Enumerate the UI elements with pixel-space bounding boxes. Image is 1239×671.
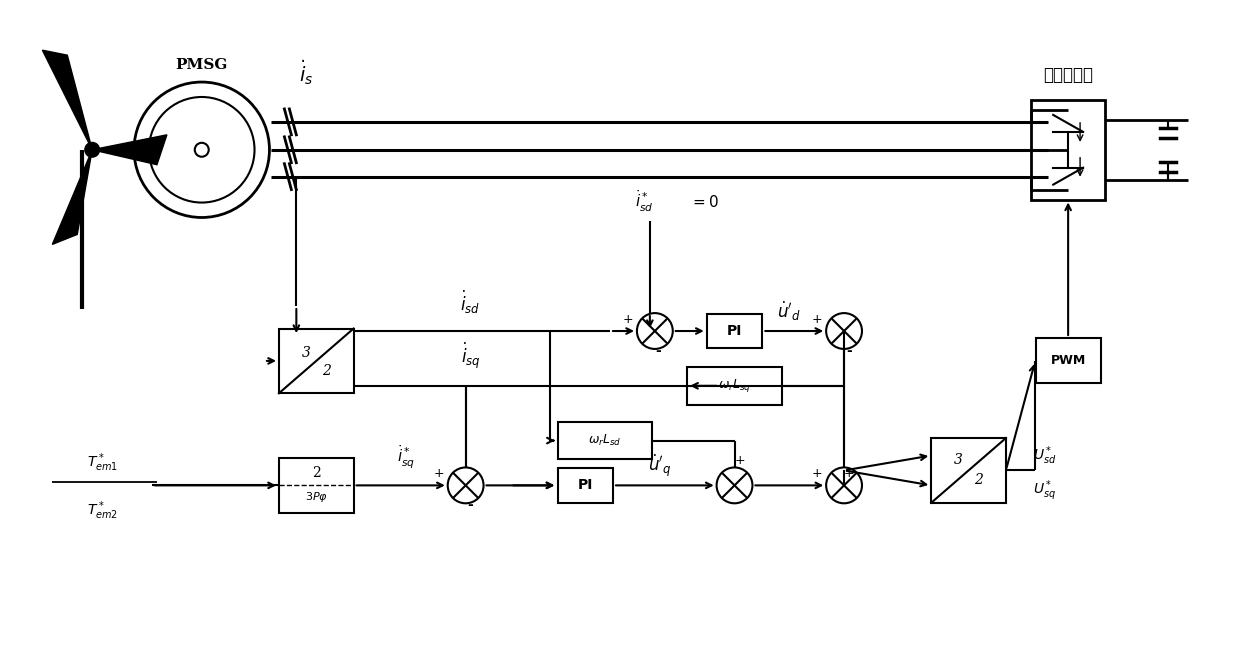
Text: $T^*_{em2}$: $T^*_{em2}$ [87,499,118,521]
Text: $T^*_{em1}$: $T^*_{em1}$ [87,451,118,474]
Text: +: + [735,454,745,467]
Text: $3P\varphi$: $3P\varphi$ [305,491,328,505]
Text: 2: 2 [322,364,331,378]
Text: +: + [434,467,444,480]
Text: $\dot{i}^*_{sd}$: $\dot{i}^*_{sd}$ [634,189,654,214]
Text: 3: 3 [954,454,963,468]
Bar [558,468,612,503]
Text: $\dot{u}'_d$: $\dot{u}'_d$ [777,299,802,323]
Text: PMSG: PMSG [176,58,228,72]
Text: $\omega_r L_{sd}$: $\omega_r L_{sd}$ [589,433,622,448]
Text: +: + [844,467,855,480]
Text: PWM: PWM [1051,354,1085,368]
Text: 机侧变流器: 机侧变流器 [1043,66,1093,84]
Text: 2: 2 [312,466,321,480]
Circle shape [85,143,99,157]
Text: -: - [468,499,473,512]
Text: -: - [655,344,660,358]
Text: $\dot{i}_{sd}$: $\dot{i}_{sd}$ [461,289,481,316]
Text: -: - [846,344,852,358]
Text: PI: PI [727,324,742,338]
Text: PI: PI [577,478,592,493]
Bar [1036,338,1100,383]
Bar [932,438,1006,503]
Text: $U^*_{sq}$: $U^*_{sq}$ [1033,478,1057,503]
Text: $\dot{u}'_q$: $\dot{u}'_q$ [648,452,672,478]
Bar [707,313,762,348]
Text: +: + [812,467,823,480]
Text: 3: 3 [302,346,311,360]
Bar [279,329,353,393]
Text: +: + [812,313,823,325]
Text: $\omega_r L_{sq}$: $\omega_r L_{sq}$ [717,377,751,395]
Circle shape [195,143,208,157]
Text: $\dot{i}_s$: $\dot{i}_s$ [299,58,313,87]
Bar [1031,100,1105,199]
Polygon shape [42,50,92,150]
Text: $\dot{i}_{sq}$: $\dot{i}_{sq}$ [461,341,481,371]
Text: 2: 2 [974,474,983,487]
Bar [688,367,782,405]
Polygon shape [52,150,92,244]
Bar [279,458,353,513]
Bar [558,421,653,460]
Text: $\dot{i}^*_{sq}$: $\dot{i}^*_{sq}$ [396,444,415,471]
Text: $U^*_{sd}$: $U^*_{sd}$ [1033,444,1057,467]
Text: $= 0$: $= 0$ [690,193,719,209]
Polygon shape [92,135,167,164]
Text: +: + [623,313,633,325]
